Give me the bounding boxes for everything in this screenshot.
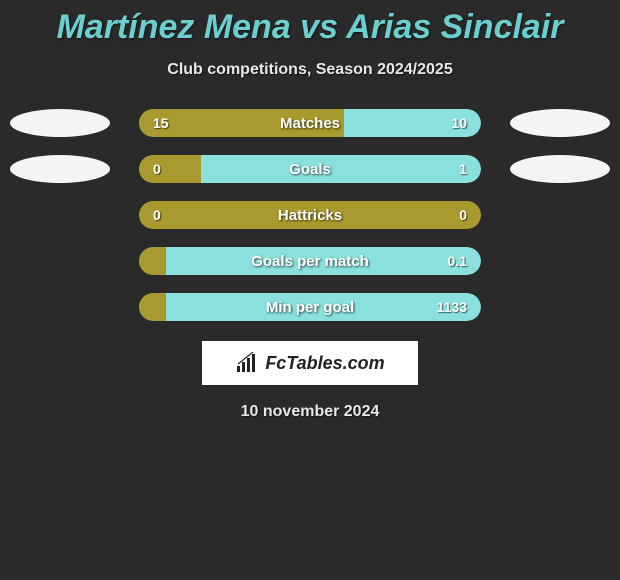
stat-left-value: 0 <box>153 207 161 223</box>
logo-box: FcTables.com <box>202 341 418 385</box>
stat-bar: Goals per match 0.1 <box>139 247 481 275</box>
stat-bar: 0 Goals 1 <box>139 155 481 183</box>
stat-label: Min per goal <box>266 299 354 316</box>
chart-icon <box>235 352 261 374</box>
comparison-subtitle: Club competitions, Season 2024/2025 <box>0 61 620 79</box>
player-right-marker <box>510 155 610 183</box>
stat-label: Goals per match <box>251 253 369 270</box>
stat-row: Goals per match 0.1 <box>0 247 620 275</box>
stat-left-value: 15 <box>153 115 169 131</box>
stat-row: 0 Goals 1 <box>0 155 620 183</box>
stat-right-value: 1 <box>459 161 467 177</box>
stat-right-value: 0.1 <box>448 253 467 269</box>
stat-right-value: 10 <box>451 115 467 131</box>
logo-text: FcTables.com <box>265 353 384 374</box>
stat-row: Min per goal 1133 <box>0 293 620 321</box>
stat-row: 0 Hattricks 0 <box>0 201 620 229</box>
snapshot-date: 10 november 2024 <box>0 403 620 421</box>
stat-label: Matches <box>280 115 340 132</box>
stat-label: Goals <box>289 161 331 178</box>
stat-bar: 15 Matches 10 <box>139 109 481 137</box>
stat-right-value: 1133 <box>437 299 467 315</box>
player-left-marker <box>10 155 110 183</box>
stats-content: 15Matches100Goals10Hattricks0Goals per m… <box>0 109 620 321</box>
stat-right-value: 0 <box>459 207 467 223</box>
stat-left-value: 0 <box>153 161 161 177</box>
stat-label: Hattricks <box>278 207 342 224</box>
stat-bar: Min per goal 1133 <box>139 293 481 321</box>
comparison-title: Martínez Mena vs Arias Sinclair <box>0 0 620 47</box>
player-right-marker <box>510 109 610 137</box>
player-left-marker <box>10 109 110 137</box>
stat-row: 15 Matches 10 <box>0 109 620 137</box>
stat-bar: 0 Hattricks 0 <box>139 201 481 229</box>
